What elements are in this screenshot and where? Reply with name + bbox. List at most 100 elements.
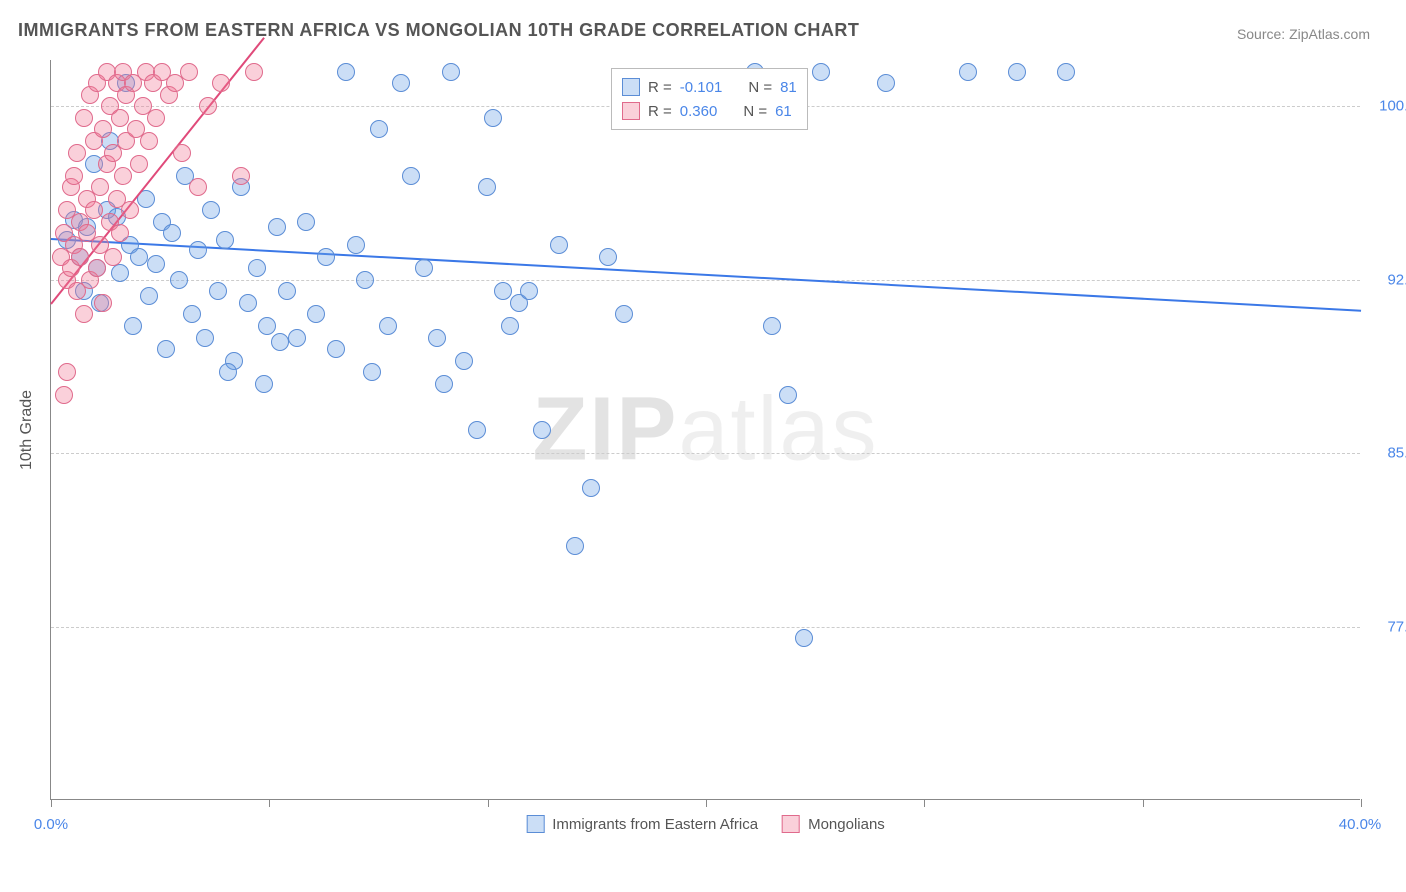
x-tick [51,799,52,807]
x-axis-max-label: 40.0% [1339,816,1382,833]
x-tick [1143,799,1144,807]
data-point-eastern_africa [478,178,496,196]
data-point-mongolians [104,248,122,266]
data-point-eastern_africa [615,305,633,323]
data-point-eastern_africa [111,264,129,282]
data-point-eastern_africa [202,201,220,219]
legend-label: Immigrants from Eastern Africa [552,816,758,833]
data-point-eastern_africa [307,305,325,323]
legend-n-value-0: 81 [780,79,797,96]
data-point-eastern_africa [157,340,175,358]
data-point-eastern_africa [337,63,355,81]
data-point-eastern_africa [877,74,895,92]
data-point-eastern_africa [533,421,551,439]
data-point-eastern_africa [248,259,266,277]
legend-swatch-mongolians [622,102,640,120]
data-point-mongolians [130,155,148,173]
data-point-eastern_africa [812,63,830,81]
data-point-eastern_africa [582,479,600,497]
data-point-eastern_africa [297,213,315,231]
data-point-eastern_africa [239,294,257,312]
data-point-mongolians [232,167,250,185]
data-point-eastern_africa [288,329,306,347]
data-point-eastern_africa [1008,63,1026,81]
data-point-mongolians [140,132,158,150]
data-point-eastern_africa [130,248,148,266]
data-point-eastern_africa [494,282,512,300]
data-point-eastern_africa [379,317,397,335]
data-point-mongolians [111,224,129,242]
data-point-mongolians [75,305,93,323]
legend-swatch-mongolians [782,815,800,833]
data-point-mongolians [88,259,106,277]
data-point-mongolians [68,144,86,162]
legend-swatch-eastern-africa [526,815,544,833]
legend-stats-row: R = 0.360 N = 61 [622,99,797,123]
data-point-eastern_africa [255,375,273,393]
y-tick-label: 100.0% [1370,98,1406,115]
legend-item-eastern-africa: Immigrants from Eastern Africa [526,815,758,833]
data-point-eastern_africa [566,537,584,555]
data-point-mongolians [55,386,73,404]
data-point-mongolians [212,74,230,92]
data-point-eastern_africa [124,317,142,335]
grid-line [51,453,1360,454]
data-point-eastern_africa [1057,63,1075,81]
data-point-eastern_africa [779,386,797,404]
data-point-mongolians [65,167,83,185]
data-point-eastern_africa [189,241,207,259]
legend-r-label: R = [648,79,672,96]
data-point-eastern_africa [435,375,453,393]
data-point-eastern_africa [402,167,420,185]
legend-r-value-1: 0.360 [680,103,718,120]
data-point-mongolians [189,178,207,196]
data-point-eastern_africa [278,282,296,300]
data-point-mongolians [147,109,165,127]
y-axis-label: 10th Grade [18,390,36,470]
data-point-mongolians [199,97,217,115]
data-point-mongolians [111,109,129,127]
legend-bottom: Immigrants from Eastern Africa Mongolian… [526,815,885,833]
legend-stats: R = -0.101 N = 81 R = 0.360 N = 61 [611,68,808,130]
legend-label: Mongolians [808,816,885,833]
data-point-eastern_africa [520,282,538,300]
data-point-mongolians [71,248,89,266]
data-point-eastern_africa [370,120,388,138]
chart-container: IMMIGRANTS FROM EASTERN AFRICA VS MONGOL… [0,0,1406,892]
legend-n-label: N = [743,103,767,120]
data-point-eastern_africa [795,629,813,647]
source-label: Source: [1237,26,1285,42]
plot-area: ZIPatlas R = -0.101 N = 81 R = 0.360 N =… [50,60,1360,800]
data-point-eastern_africa [219,363,237,381]
data-point-eastern_africa [763,317,781,335]
data-point-mongolians [121,201,139,219]
data-point-mongolians [85,201,103,219]
data-point-eastern_africa [147,255,165,273]
data-point-eastern_africa [392,74,410,92]
grid-line [51,627,1360,628]
x-axis-min-label: 0.0% [34,816,68,833]
legend-stats-row: R = -0.101 N = 81 [622,75,797,99]
legend-r-label: R = [648,103,672,120]
legend-n-label: N = [748,79,772,96]
data-point-eastern_africa [356,271,374,289]
watermark: ZIPatlas [532,378,878,481]
y-tick-label: 85.0% [1370,445,1406,462]
data-point-eastern_africa [216,231,234,249]
data-point-eastern_africa [170,271,188,289]
grid-line [51,280,1360,281]
data-point-mongolians [173,144,191,162]
x-tick [924,799,925,807]
x-tick [1361,799,1362,807]
data-point-eastern_africa [327,340,345,358]
data-point-eastern_africa [959,63,977,81]
data-point-eastern_africa [209,282,227,300]
data-point-eastern_africa [268,218,286,236]
legend-r-value-0: -0.101 [680,79,723,96]
data-point-eastern_africa [163,224,181,242]
data-point-mongolians [94,294,112,312]
data-point-mongolians [91,178,109,196]
source-link[interactable]: ZipAtlas.com [1289,26,1370,42]
data-point-eastern_africa [468,421,486,439]
data-point-mongolians [180,63,198,81]
